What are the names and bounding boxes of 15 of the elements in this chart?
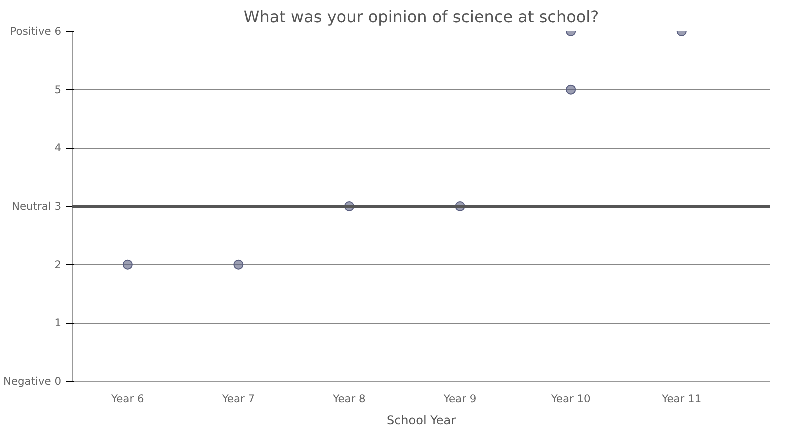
chart-title: What was your opinion of science at school? (244, 8, 600, 26)
x-tick-label: Year 10 (550, 392, 592, 406)
x-tick-label: Year 9 (442, 392, 477, 406)
y-tick-label: Positive 6 (10, 25, 62, 38)
y-tick-label: 2 (54, 258, 62, 272)
x-tick-label: Year 8 (332, 392, 366, 406)
y-tick-label: 5 (54, 83, 62, 96)
y-tick-label: 4 (54, 142, 62, 155)
y-tick-label: 1 (54, 316, 62, 330)
x-tick-label: Year 6 (110, 392, 144, 406)
y-tick-label: Neutral 3 (12, 200, 62, 213)
y-tick-label: Negative 0 (4, 375, 62, 388)
x-tick-label: Year 11 (661, 392, 702, 406)
x-axis-title: School Year (386, 414, 456, 428)
x-tick-label: Year 7 (221, 392, 256, 406)
